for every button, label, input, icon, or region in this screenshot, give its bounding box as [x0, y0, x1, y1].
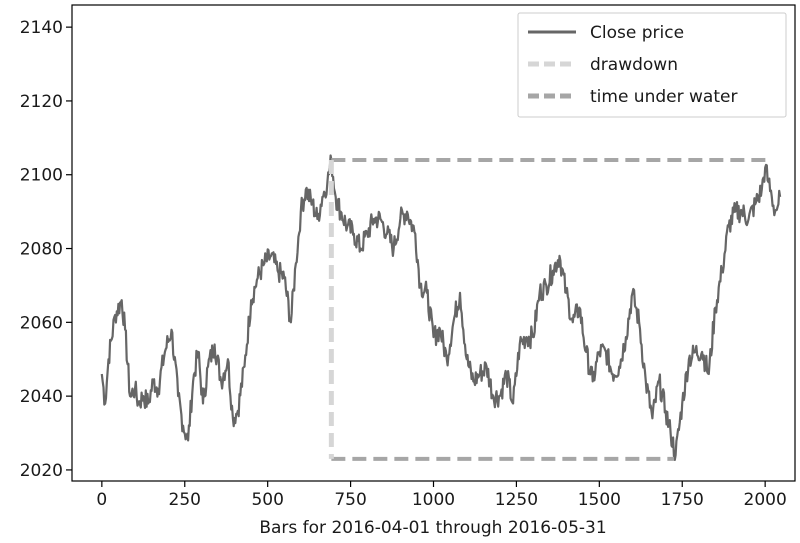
x-tick-label: 1250: [495, 490, 538, 510]
y-tick-label: 2140: [20, 18, 63, 38]
x-tick-label: 250: [169, 490, 201, 510]
y-tick-label: 2060: [20, 313, 63, 333]
y-tick-label: 2040: [20, 387, 63, 407]
axis-ticks: 0 250 500 750 1000 1250 1500 1750 2000 2020 2040 20…: [20, 18, 787, 510]
y-tick-label: 2080: [20, 240, 63, 260]
legend-time-under-water-label: time under water: [590, 87, 737, 107]
x-tick-label: 0: [96, 490, 107, 510]
x-axis-label: Bars for 2016-04-01 through 2016-05-31: [259, 518, 606, 538]
close-price-line: [100, 154, 782, 461]
legend-close-price-label: Close price: [590, 23, 684, 43]
legend: Close price drawdown time under water: [517, 12, 787, 118]
x-tick-label: 750: [334, 490, 366, 510]
x-tick-label: 2000: [744, 490, 787, 510]
x-tick-label: 1000: [412, 490, 455, 510]
y-tick-label: 2100: [20, 166, 63, 186]
axes-frame: [71, 4, 796, 482]
y-tick-label: 2020: [20, 461, 63, 481]
legend-box: [517, 12, 787, 118]
x-tick-label: 1500: [578, 490, 621, 510]
y-tick-label: 2120: [20, 92, 63, 112]
data-series: [100, 154, 782, 461]
x-tick-label: 1750: [661, 490, 704, 510]
x-tick-label: 500: [251, 490, 283, 510]
legend-drawdown-label: drawdown: [590, 55, 678, 75]
